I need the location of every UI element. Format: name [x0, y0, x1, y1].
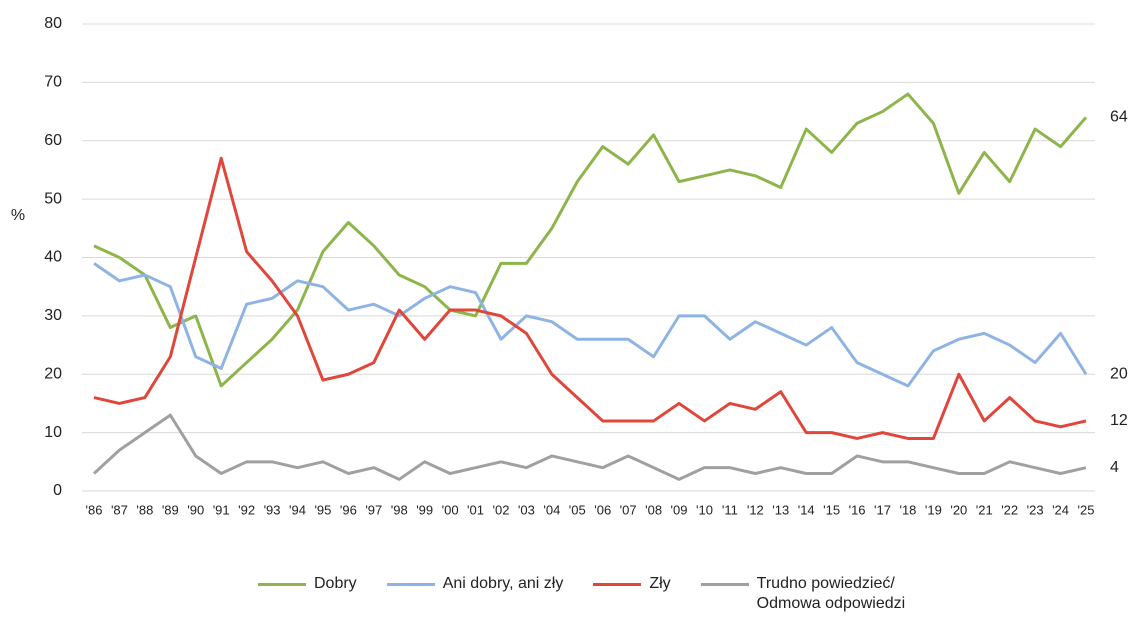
legend: Dobry Ani dobry, ani zły Zły Trudno powiedz… [258, 574, 905, 614]
x-tick-label: '94 [289, 502, 306, 517]
x-tick-label: '10 [696, 502, 713, 517]
x-tick-label: '24 [1052, 502, 1069, 517]
legend-item: Zły [593, 574, 671, 614]
x-tick-label: '15 [823, 502, 840, 517]
x-tick-label: '22 [1001, 502, 1018, 517]
y-tick-label: 0 [53, 482, 62, 499]
end-value-label: 20 [1110, 365, 1128, 382]
y-tick-label: 30 [44, 307, 62, 324]
x-tick-label: '13 [772, 502, 789, 517]
x-tick-label: '18 [899, 502, 916, 517]
x-tick-label: '19 [925, 502, 942, 517]
x-tick-label: '21 [976, 502, 993, 517]
end-value-label: 4 [1110, 459, 1119, 476]
y-tick-label: 50 [44, 190, 62, 207]
x-tick-label: '04 [543, 502, 560, 517]
legend-swatch [386, 583, 435, 586]
x-tick-label: '05 [569, 502, 586, 517]
x-tick-label: '17 [874, 502, 891, 517]
end-value-label: 12 [1110, 412, 1128, 429]
x-tick-label: '03 [518, 502, 535, 517]
y-axis-label: % [11, 207, 25, 224]
x-tick-label: '96 [340, 502, 357, 517]
x-tick-label: '89 [162, 502, 179, 517]
end-value-label: 64 [1110, 109, 1128, 126]
legend-item: Ani dobry, ani zły [386, 574, 564, 614]
legend-label: Dobry [314, 575, 357, 592]
legend-item: Dobry [258, 574, 357, 614]
legend-label: Trudno powiedzieć/ Odmowa odpowiedzi [756, 575, 906, 612]
y-tick-label: 20 [44, 365, 62, 382]
x-tick-label: '20 [950, 502, 967, 517]
x-tick-label: '25 [1078, 502, 1095, 517]
x-tick-label: '88 [136, 502, 153, 517]
legend-item: Trudno powiedzieć/ Odmowa odpowiedzi [700, 574, 906, 614]
x-tick-label: '95 [314, 502, 331, 517]
x-tick-label: '90 [187, 502, 204, 517]
x-tick-label: '99 [416, 502, 433, 517]
legend-label: Ani dobry, ani zły [442, 575, 564, 592]
legend-swatch [700, 583, 749, 586]
legend-swatch [258, 583, 306, 586]
x-tick-label: '91 [213, 502, 230, 517]
x-tick-label: '86 [86, 502, 103, 517]
y-tick-label: 80 [44, 15, 62, 32]
x-tick-label: '08 [645, 502, 662, 517]
series-line [93, 262, 1088, 388]
x-tick-label: '07 [620, 502, 637, 517]
series-line [92, 413, 1087, 481]
y-tick-label: 70 [44, 74, 62, 91]
x-tick-label: '06 [594, 502, 611, 517]
x-tick-label: '87 [111, 502, 128, 517]
x-tick-label: '11 [722, 502, 738, 517]
x-tick-label: '98 [391, 502, 408, 517]
x-tick-label: '02 [492, 502, 509, 517]
y-tick-label: 10 [44, 424, 62, 441]
x-tick-label: '09 [671, 502, 688, 517]
x-tick-label: '23 [1027, 502, 1044, 517]
x-tick-label: '92 [238, 502, 255, 517]
x-tick-label: '97 [365, 502, 382, 517]
x-tick-label: '14 [798, 502, 815, 517]
x-tick-label: '00 [442, 502, 459, 517]
x-tick-label: '93 [264, 502, 281, 517]
series-line [93, 156, 1087, 440]
series-line [93, 92, 1088, 388]
x-tick-label: '16 [849, 502, 866, 517]
x-tick-label: '01 [467, 502, 484, 517]
x-tick-label: '12 [747, 502, 764, 517]
legend-swatch [593, 583, 642, 586]
legend-label: Zły [649, 575, 671, 592]
y-tick-label: 60 [44, 132, 62, 149]
y-tick-label: 40 [44, 249, 62, 266]
